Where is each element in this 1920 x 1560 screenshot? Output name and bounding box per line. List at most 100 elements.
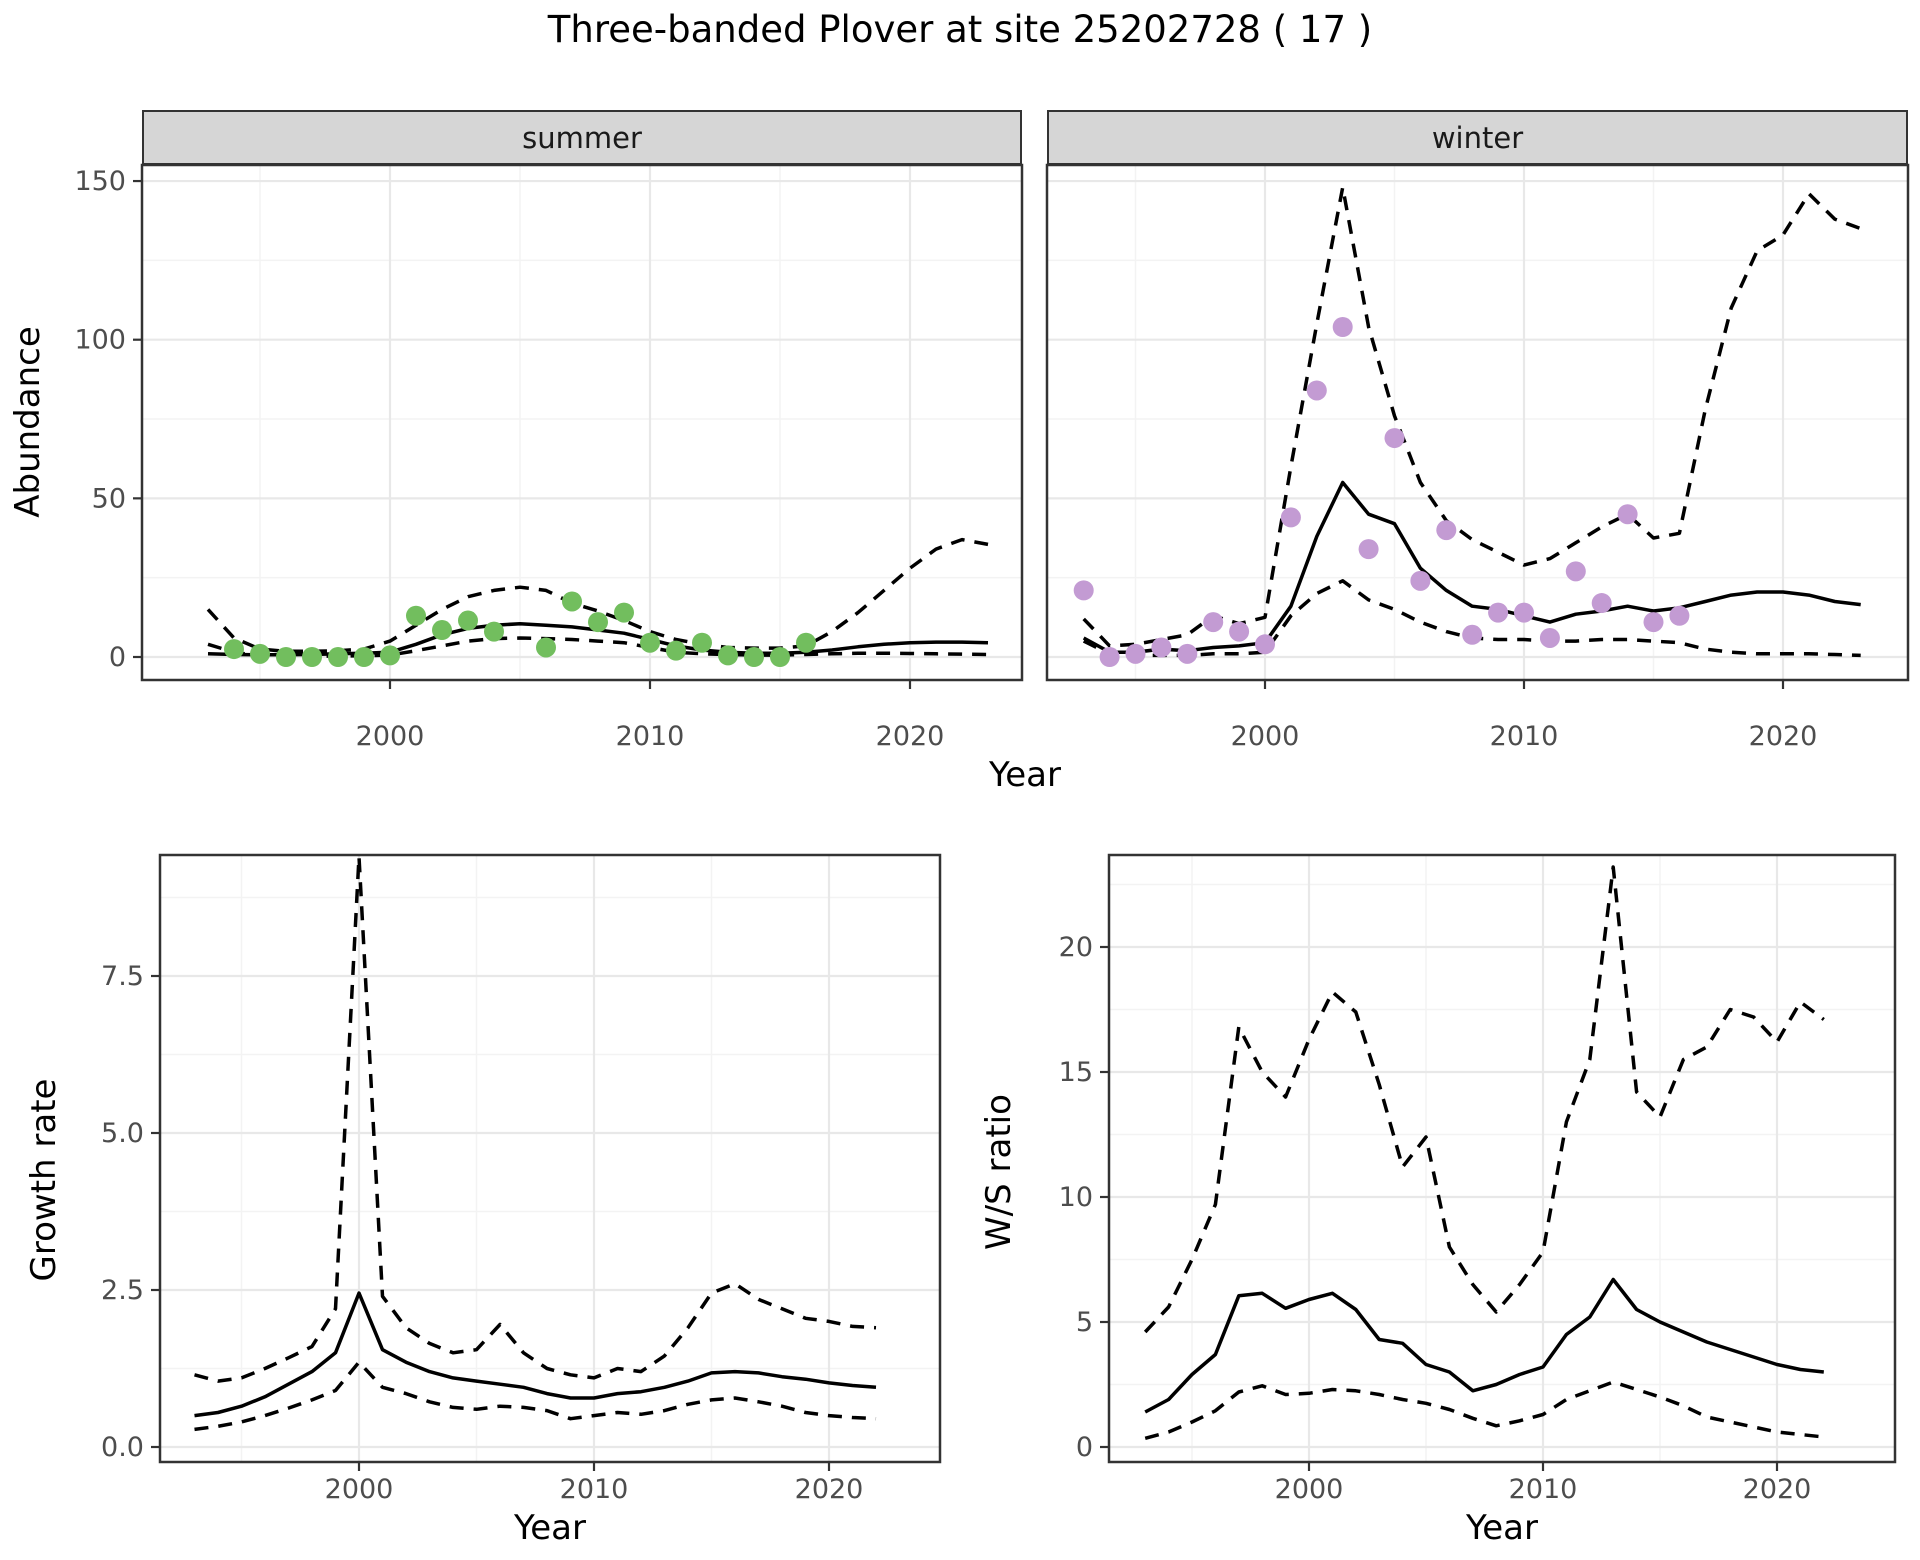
y-tick-label: 0 bbox=[1076, 1432, 1093, 1463]
observed-point bbox=[1643, 612, 1664, 633]
panel-border bbox=[140, 163, 1024, 682]
y-tick-label: 150 bbox=[74, 166, 126, 197]
observed-point bbox=[250, 643, 270, 664]
observed-point bbox=[1203, 612, 1224, 633]
y-tick-label: 15 bbox=[1059, 1057, 1093, 1088]
x-tick-label: 2010 bbox=[560, 1474, 629, 1505]
observed-point bbox=[562, 591, 582, 612]
observed-point bbox=[224, 639, 244, 660]
x-tick-label: 2020 bbox=[1743, 1474, 1812, 1505]
observed-point bbox=[1358, 539, 1379, 560]
x-tick-label: 2020 bbox=[1749, 721, 1818, 752]
observed-point bbox=[432, 620, 452, 641]
facet-strip-winter: winter bbox=[1047, 110, 1908, 165]
observed-point bbox=[536, 637, 556, 658]
abundance_winter-panel: 2000 2010 2020 bbox=[1045, 163, 1910, 752]
x-axis-title-abundance: Year bbox=[989, 755, 1061, 795]
y-tick-label: 50 bbox=[92, 483, 126, 514]
observed-point bbox=[1565, 561, 1586, 582]
x-tick-label: 2010 bbox=[1490, 721, 1559, 752]
x-tick-label: 2000 bbox=[356, 721, 425, 752]
observed-point bbox=[406, 605, 426, 626]
x-tick-label: 2020 bbox=[795, 1474, 864, 1505]
observed-point bbox=[328, 647, 348, 667]
observed-point bbox=[1591, 593, 1612, 614]
observed-point bbox=[1462, 624, 1483, 645]
y-tick-label: 10 bbox=[1059, 1182, 1093, 1213]
lower-ci-line bbox=[194, 1360, 877, 1432]
y-tick-label: 2.5 bbox=[101, 1275, 144, 1306]
x-tick-label: 2000 bbox=[1275, 1474, 1344, 1505]
y-axis-title-ws-ratio: W/S ratio bbox=[979, 1094, 1019, 1250]
observed-point bbox=[1099, 647, 1120, 667]
panel-border bbox=[1107, 853, 1897, 1464]
panel-background bbox=[160, 855, 940, 1462]
panel-background bbox=[142, 165, 1022, 680]
ws_ratio-panel: 2000 2010 2020 0 5 10 15 20 bbox=[1059, 853, 1897, 1505]
chart-title: Three-banded Plover at site 25202728 ( 1… bbox=[547, 8, 1373, 51]
observed-point bbox=[1306, 380, 1327, 401]
observed-point bbox=[1669, 605, 1690, 626]
upper-ci-line bbox=[194, 854, 877, 1383]
fit-line bbox=[1144, 1277, 1824, 1414]
observed-point bbox=[1410, 570, 1431, 591]
observed-point bbox=[796, 632, 816, 653]
x-tick-label: 2010 bbox=[616, 721, 685, 752]
y-tick-label: 0 bbox=[109, 642, 126, 673]
y-tick-label: 7.5 bbox=[101, 961, 144, 992]
observed-point bbox=[1539, 627, 1560, 648]
observed-point bbox=[302, 647, 322, 667]
observed-point bbox=[1436, 520, 1457, 541]
observed-point bbox=[354, 647, 374, 667]
observed-point bbox=[1617, 504, 1638, 525]
observed-point bbox=[1488, 602, 1509, 623]
observed-point bbox=[614, 602, 634, 623]
facet-strip-winter-label: winter bbox=[1431, 120, 1524, 155]
x-tick-label: 2000 bbox=[1231, 721, 1300, 752]
facet-strip-summer-label: summer bbox=[522, 120, 642, 155]
observed-point bbox=[1384, 428, 1405, 449]
y-tick-label: 20 bbox=[1059, 932, 1093, 963]
panel-border bbox=[1045, 163, 1910, 682]
observed-point bbox=[1073, 580, 1094, 601]
observed-point bbox=[744, 647, 764, 667]
observed-point bbox=[1151, 637, 1172, 658]
observed-point bbox=[640, 632, 660, 653]
observed-point bbox=[458, 610, 478, 631]
observed-point bbox=[484, 621, 504, 642]
x-tick-label: 2020 bbox=[876, 721, 945, 752]
panel-border bbox=[158, 853, 942, 1464]
observed-point bbox=[692, 632, 712, 653]
observed-point bbox=[1514, 602, 1534, 623]
y-axis-title-growth-rate: Growth rate bbox=[24, 1078, 64, 1282]
observed-point bbox=[1125, 643, 1146, 664]
y-axis-title-abundance: Abundance bbox=[8, 326, 48, 518]
observed-point bbox=[276, 647, 296, 667]
observed-point bbox=[1255, 634, 1275, 655]
x-tick-label: 2000 bbox=[325, 1474, 394, 1505]
y-tick-label: 100 bbox=[74, 325, 126, 356]
x-axis-title-ws-ratio: Year bbox=[1466, 1508, 1538, 1548]
observed-point bbox=[666, 640, 686, 661]
observed-point bbox=[380, 645, 400, 666]
fit-line bbox=[194, 1291, 877, 1418]
observed-point bbox=[770, 647, 790, 667]
y-tick-label: 5.0 bbox=[101, 1118, 144, 1149]
observed-point bbox=[1177, 643, 1198, 664]
observed-point bbox=[1332, 317, 1353, 338]
observed-point bbox=[718, 645, 738, 666]
x-axis-title-growth-rate: Year bbox=[514, 1508, 586, 1548]
observed-point bbox=[588, 612, 608, 633]
y-tick-label: 0.0 bbox=[101, 1432, 144, 1463]
panel-background bbox=[1047, 165, 1908, 680]
lower-ci-line bbox=[1144, 1380, 1824, 1440]
growth_rate-panel: 2000 2010 2020 0.0 2.5 5.0 7.5 bbox=[101, 853, 942, 1505]
observed-point bbox=[1229, 621, 1250, 642]
abundance_summer-panel: 2000 2010 2020 0 50 100 150 bbox=[74, 163, 1024, 752]
y-tick-label: 5 bbox=[1076, 1307, 1093, 1338]
upper-ci-line bbox=[1143, 865, 1825, 1334]
observed-point bbox=[1280, 507, 1301, 528]
x-tick-label: 2010 bbox=[1509, 1474, 1578, 1505]
